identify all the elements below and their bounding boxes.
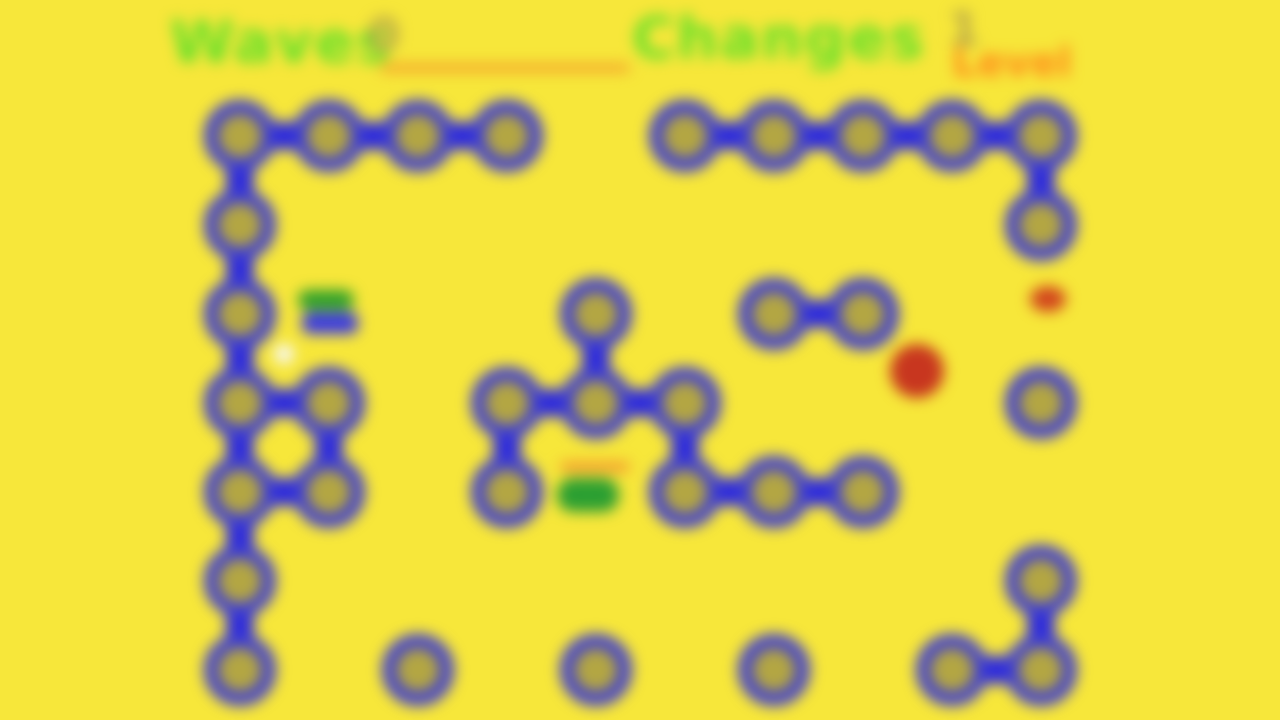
maze-node [916, 100, 988, 172]
player-eye [274, 344, 294, 364]
green-creature [557, 478, 619, 512]
maze-node [382, 634, 454, 706]
maze-node [293, 100, 365, 172]
maze-node [738, 100, 810, 172]
maze-node [649, 100, 721, 172]
orange-marker [560, 462, 630, 472]
maze-node [649, 456, 721, 528]
player-body [302, 312, 358, 334]
maze-node [738, 278, 810, 350]
maze-node [1005, 100, 1077, 172]
hud-underline [380, 64, 630, 72]
maze-node [204, 367, 276, 439]
enemy-small [1030, 286, 1066, 312]
maze-node [204, 634, 276, 706]
right-hud-title: Changes [632, 4, 926, 72]
maze-node [471, 100, 543, 172]
maze-node [382, 100, 454, 172]
maze-node [738, 634, 810, 706]
maze-node [471, 367, 543, 439]
maze-node [204, 456, 276, 528]
maze-node [204, 545, 276, 617]
maze-node [204, 100, 276, 172]
maze-node [738, 456, 810, 528]
left-hud-title: Waves [170, 8, 393, 76]
maze-node [293, 456, 365, 528]
maze-node [204, 278, 276, 350]
maze-node [649, 367, 721, 439]
maze-node [471, 456, 543, 528]
maze-node [827, 278, 899, 350]
enemy-red [890, 344, 944, 398]
maze-node [293, 367, 365, 439]
maze-node [560, 634, 632, 706]
left-hud-number: 0 [368, 8, 401, 62]
player-head [298, 290, 354, 310]
maze-node [560, 278, 632, 350]
maze-node [827, 100, 899, 172]
maze-node [1005, 545, 1077, 617]
maze-node [916, 634, 988, 706]
maze-node [827, 456, 899, 528]
maze-node [204, 189, 276, 261]
maze-node [1005, 189, 1077, 261]
maze-node [1005, 367, 1077, 439]
maze-node [1005, 634, 1077, 706]
right-hud-number: 1 [948, 2, 981, 56]
maze-node [560, 367, 632, 439]
right-hud-subtitle: Level [952, 40, 1072, 86]
